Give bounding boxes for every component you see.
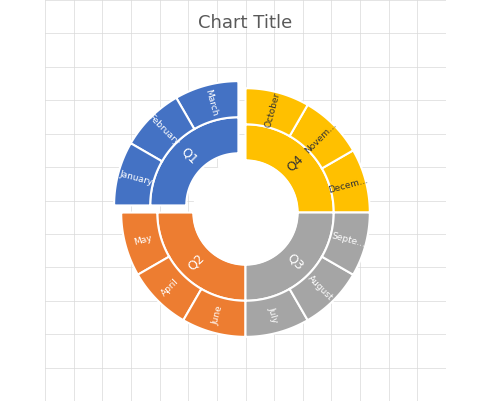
Text: Q3: Q3 <box>284 251 306 273</box>
Polygon shape <box>131 98 194 161</box>
Polygon shape <box>246 124 334 213</box>
Polygon shape <box>246 88 308 136</box>
Text: Decem...: Decem... <box>327 176 369 194</box>
Text: Q4: Q4 <box>284 152 306 174</box>
Text: June: June <box>211 304 225 326</box>
Text: January: January <box>118 169 154 187</box>
Text: May: May <box>133 233 153 247</box>
Text: Chart Title: Chart Title <box>198 14 293 32</box>
Text: August: August <box>306 273 335 302</box>
Text: Septe...: Septe... <box>330 231 366 249</box>
Text: April: April <box>160 277 181 298</box>
Polygon shape <box>322 213 370 275</box>
Polygon shape <box>246 213 334 301</box>
Text: Novem...: Novem... <box>303 120 338 155</box>
Polygon shape <box>176 81 239 129</box>
Polygon shape <box>322 150 370 213</box>
Polygon shape <box>290 257 353 320</box>
Text: October: October <box>264 91 282 129</box>
Polygon shape <box>114 143 162 205</box>
Polygon shape <box>121 213 169 275</box>
Text: Q1: Q1 <box>178 145 200 167</box>
Polygon shape <box>138 257 201 320</box>
Polygon shape <box>246 289 308 337</box>
Text: March: March <box>203 88 219 117</box>
Text: July: July <box>267 306 279 324</box>
Polygon shape <box>150 117 239 205</box>
Polygon shape <box>183 289 246 337</box>
Polygon shape <box>157 213 246 301</box>
Polygon shape <box>290 105 353 168</box>
Text: February: February <box>146 113 181 148</box>
Text: Q2: Q2 <box>185 251 207 273</box>
Circle shape <box>193 160 298 265</box>
